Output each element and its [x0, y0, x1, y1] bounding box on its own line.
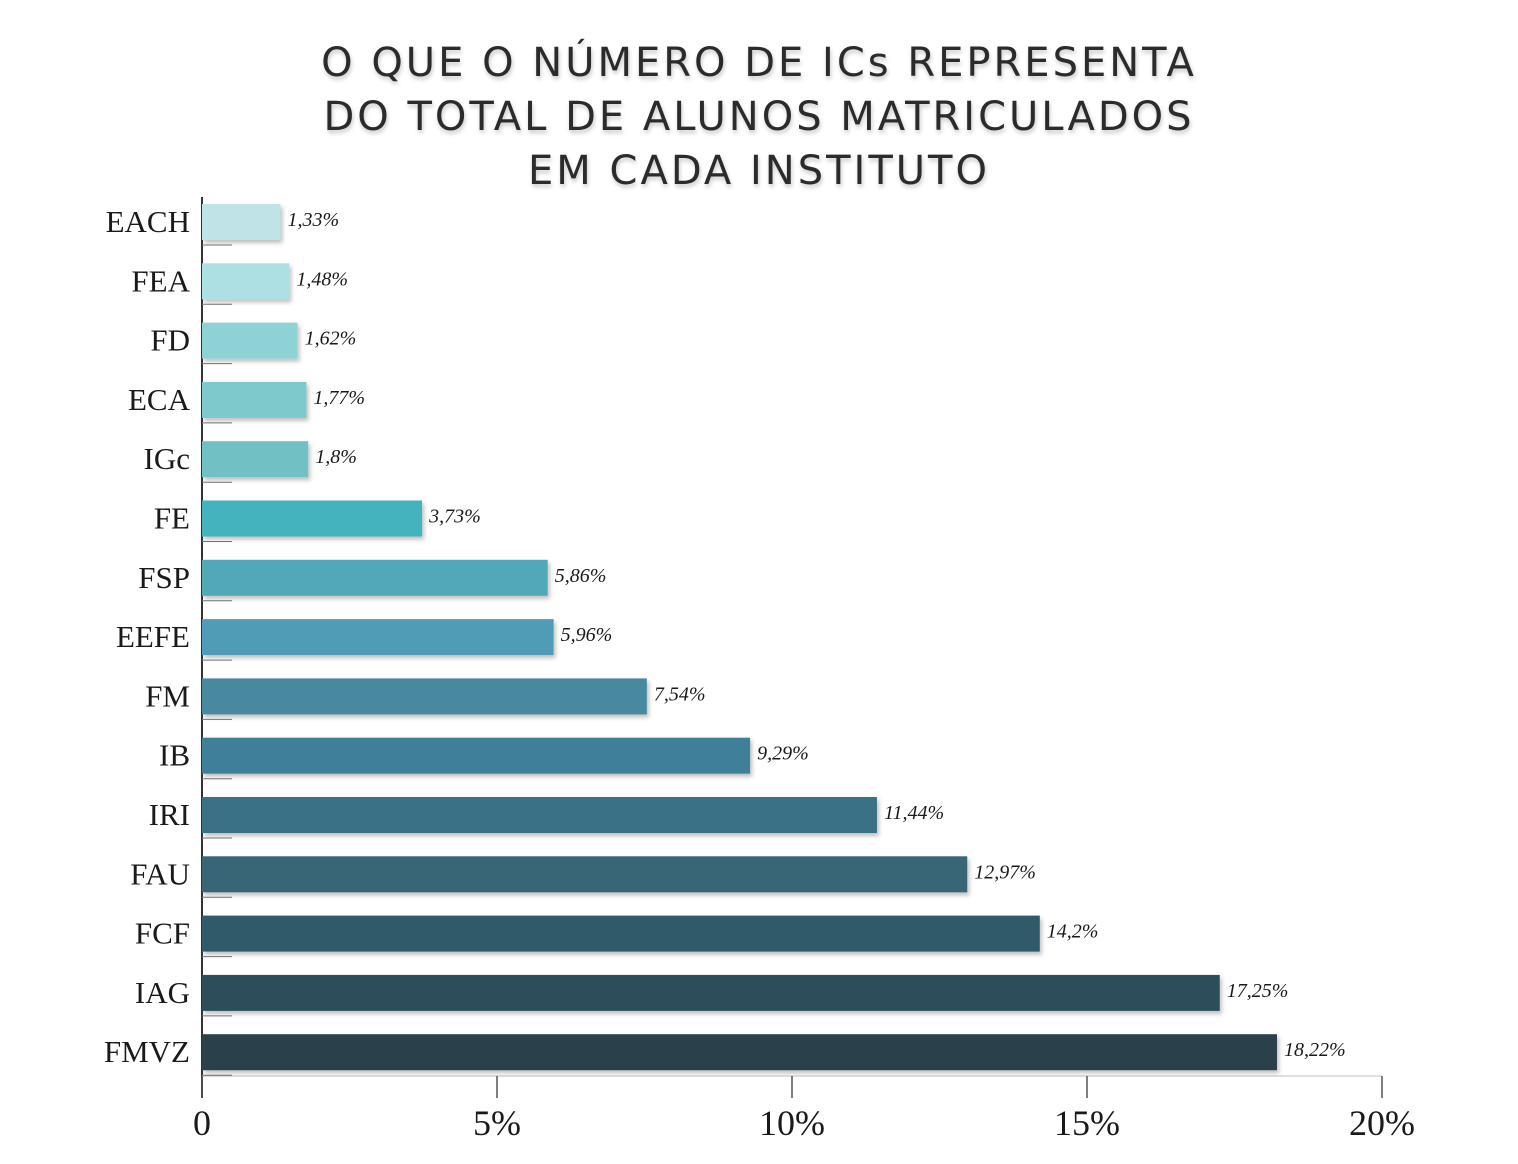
chart-title-line-2: DO TOTAL DE ALUNOS MATRICULADOS — [323, 94, 1195, 140]
bar-fsp — [202, 559, 548, 596]
x-tick-label: 10% — [759, 1103, 825, 1143]
value-label: 11,44% — [884, 802, 944, 824]
bar-igc — [202, 441, 309, 478]
value-label: 1,8% — [315, 446, 357, 468]
category-label: FCF — [135, 916, 190, 951]
category-label: EEFE — [116, 619, 190, 654]
category-label: EACH — [106, 204, 190, 239]
category-label: ECA — [128, 382, 191, 417]
bar-fau — [202, 856, 968, 893]
value-label: 12,97% — [974, 861, 1036, 883]
value-label: 1,48% — [296, 268, 348, 290]
bar-iri — [202, 797, 877, 833]
chart-title: O QUE O NÚMERO DE ICs REPRESENTA DO TOTA… — [0, 36, 1518, 198]
bar-fe — [202, 500, 423, 537]
category-label: IRI — [149, 797, 190, 832]
value-label: 14,2% — [1047, 921, 1099, 943]
x-tick-label: 0 — [193, 1103, 211, 1143]
bar-ib — [202, 737, 751, 774]
value-label: 18,22% — [1284, 1039, 1346, 1061]
value-label: 9,29% — [757, 743, 809, 765]
category-label: IGc — [144, 441, 190, 476]
value-label: 5,86% — [555, 565, 607, 587]
x-tick-label: 15% — [1054, 1103, 1120, 1143]
bar-eca — [202, 381, 307, 418]
chart-title-line-1: O QUE O NÚMERO DE ICs REPRESENTA — [321, 40, 1197, 86]
value-label: 1,77% — [313, 387, 365, 409]
category-label: IAG — [135, 975, 190, 1010]
x-tick-label: 20% — [1349, 1103, 1415, 1143]
value-label: 5,96% — [561, 624, 613, 646]
bar-each — [202, 204, 281, 240]
value-label: 1,62% — [305, 328, 357, 350]
category-label: FMVZ — [104, 1034, 190, 1069]
bar-fm — [202, 678, 647, 715]
bar-fd — [202, 322, 298, 359]
category-label: FSP — [138, 560, 190, 595]
bar-iag — [202, 974, 1220, 1011]
value-label: 3,73% — [428, 506, 481, 528]
bar-fea — [202, 263, 290, 300]
category-label: FM — [145, 678, 190, 713]
bar-fmvz — [202, 1034, 1277, 1071]
bar-eefe — [202, 619, 554, 656]
plot-area: 0 5% 10% 15% 20% EACH 1,33% FEA 1,48% FD 1,62% ECA 1… — [104, 197, 1415, 1143]
category-label: FAU — [130, 856, 190, 891]
value-label: 17,25% — [1227, 980, 1289, 1002]
chart-title-line-3: EM CADA INSTITUTO — [528, 148, 990, 194]
category-label: FEA — [131, 263, 190, 298]
value-label: 7,54% — [654, 683, 706, 705]
category-label: IB — [159, 738, 190, 773]
bar-fcf — [202, 915, 1040, 952]
category-label: FE — [154, 501, 190, 536]
category-label: FD — [150, 323, 190, 358]
value-label: 1,33% — [287, 209, 339, 231]
x-tick-label: 5% — [473, 1103, 521, 1143]
